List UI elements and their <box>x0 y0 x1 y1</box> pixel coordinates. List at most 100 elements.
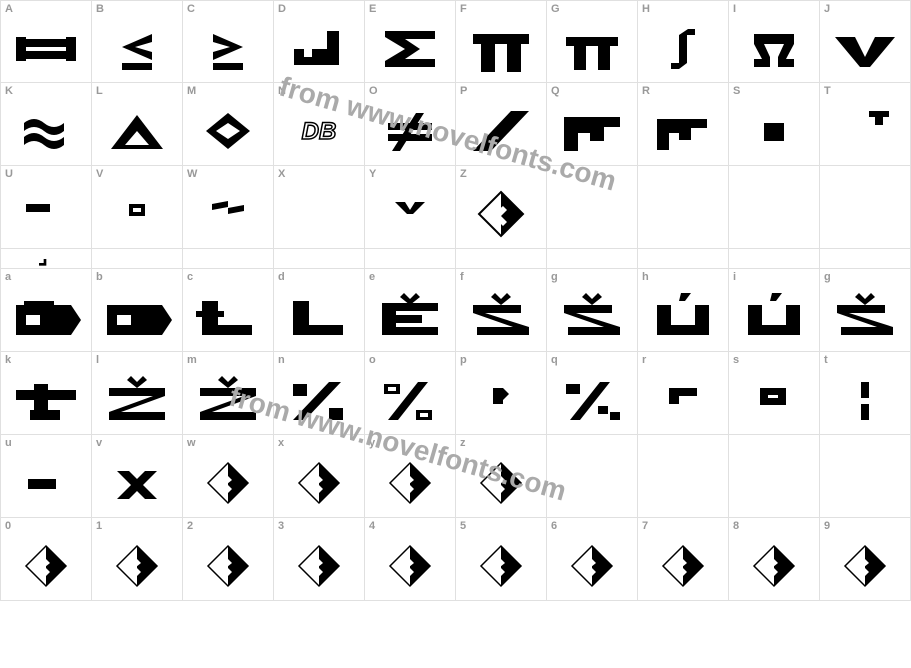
glyph-u_acute2 <box>729 283 819 351</box>
cell-label: U <box>5 168 13 180</box>
cell-label: g <box>824 271 831 283</box>
glyph-cell: y <box>365 435 456 518</box>
glyph-cell: r <box>638 352 729 435</box>
glyph-approx <box>1 97 91 165</box>
glyph-s_bar <box>729 366 819 434</box>
glyph-diamond_f2 <box>183 449 273 517</box>
glyph-t_shape <box>820 97 910 165</box>
glyph-cell: g <box>547 269 638 352</box>
glyph-cell: F <box>456 0 547 83</box>
cell-label: Q <box>551 85 560 97</box>
glyph-bar_vert <box>820 366 910 434</box>
cell-label: L <box>96 85 103 97</box>
cell-label: b <box>96 271 103 283</box>
glyph-diamond_f2 <box>456 449 546 517</box>
glyph-cell: Y <box>365 166 456 249</box>
glyph-cell <box>638 249 729 269</box>
glyph-cell: L <box>92 83 183 166</box>
cell-label: I <box>733 3 736 15</box>
glyph-cell: 2 <box>183 518 274 601</box>
glyph-cell: c <box>183 269 274 352</box>
cell-label: R <box>642 85 650 97</box>
cell-label: p <box>460 354 467 366</box>
glyph-cell <box>729 435 820 518</box>
glyph-t_bar <box>1 366 91 434</box>
glyph-cell: w <box>183 435 274 518</box>
glyph-minus_bar2 <box>1 449 91 517</box>
cell-label: o <box>369 354 376 366</box>
cell-label: G <box>551 3 560 15</box>
glyph-dbl_dash <box>183 180 273 248</box>
cell-label: g <box>551 271 558 283</box>
character-map-grid: ABCDEFGHIJKLMNDBOPQRSTUVWXYZabcdefghigkl… <box>0 0 911 601</box>
glyph-r_bar <box>638 366 728 434</box>
glyph-cell <box>547 249 638 269</box>
glyph-diamond_hollow <box>183 97 273 165</box>
cell-label: V <box>96 168 103 180</box>
glyph-cell: s <box>729 352 820 435</box>
glyph-cell: o <box>365 352 456 435</box>
glyph-cell: t <box>820 352 911 435</box>
glyph-cell: 3 <box>274 518 365 601</box>
glyph-cell: 4 <box>365 518 456 601</box>
cell-label: X <box>278 168 285 180</box>
glyph-cell: 0 <box>1 518 92 601</box>
glyph-minus_bar <box>1 180 91 248</box>
glyph-diamond_f2 <box>638 532 728 600</box>
cell-label: P <box>460 85 467 97</box>
glyph-eq_bar <box>1 15 91 82</box>
glyph-o_frac <box>365 366 455 434</box>
glyph-x_corner <box>1 249 91 268</box>
glyph-integral <box>638 15 728 82</box>
glyph-cell <box>820 166 911 249</box>
cell-label: 3 <box>278 520 284 532</box>
glyph-diamond_f <box>456 180 546 248</box>
glyph-cell: A <box>1 0 92 83</box>
cell-label: B <box>96 3 104 15</box>
glyph-cell: S <box>729 83 820 166</box>
glyph-cell: J <box>820 0 911 83</box>
glyph-cell: a <box>1 269 92 352</box>
glyph-cell: z <box>456 435 547 518</box>
glyph-cell: T <box>820 83 911 166</box>
glyph-cell: NDB <box>274 83 365 166</box>
glyph-cell: b <box>92 269 183 352</box>
glyph-cell: 6 <box>547 518 638 601</box>
glyph-gte <box>183 15 273 82</box>
glyph-z_caron1 <box>92 366 182 434</box>
cell-label: d <box>278 271 285 283</box>
glyph-cell: d <box>274 269 365 352</box>
glyph-percent1 <box>274 366 364 434</box>
glyph-neq <box>365 97 455 165</box>
cell-label: A <box>5 3 13 15</box>
glyph-rr1 <box>547 97 637 165</box>
cell-label: f <box>460 271 464 283</box>
glyph-cell: l <box>92 352 183 435</box>
glyph-diamond_f2 <box>274 449 364 517</box>
cell-label: u <box>5 437 12 449</box>
glyph-omega <box>729 15 819 82</box>
glyph-cell: K <box>1 83 92 166</box>
glyph-cell: v <box>92 435 183 518</box>
svg-text:DB: DB <box>302 118 337 145</box>
cell-label: y <box>369 437 375 449</box>
glyph-cell: U <box>1 166 92 249</box>
glyph-cell: u <box>1 435 92 518</box>
glyph-lte <box>92 15 182 82</box>
cell-label: K <box>5 85 13 97</box>
glyph-cell: E <box>365 0 456 83</box>
glyph-eth2 <box>92 283 182 351</box>
glyph-cell: 7 <box>638 518 729 601</box>
glyph-db_outline: DB <box>274 97 364 165</box>
glyph-s_caron3 <box>820 283 910 351</box>
glyph-cell <box>547 435 638 518</box>
glyph-slash_thick <box>456 97 546 165</box>
glyph-d_block <box>274 15 364 82</box>
glyph-cell: B <box>92 0 183 83</box>
cell-label: q <box>551 354 558 366</box>
glyph-cell: e <box>365 269 456 352</box>
glyph-cell: i <box>729 269 820 352</box>
glyph-cell: 8 <box>729 518 820 601</box>
glyph-cell <box>820 435 911 518</box>
glyph-cell: 5 <box>456 518 547 601</box>
